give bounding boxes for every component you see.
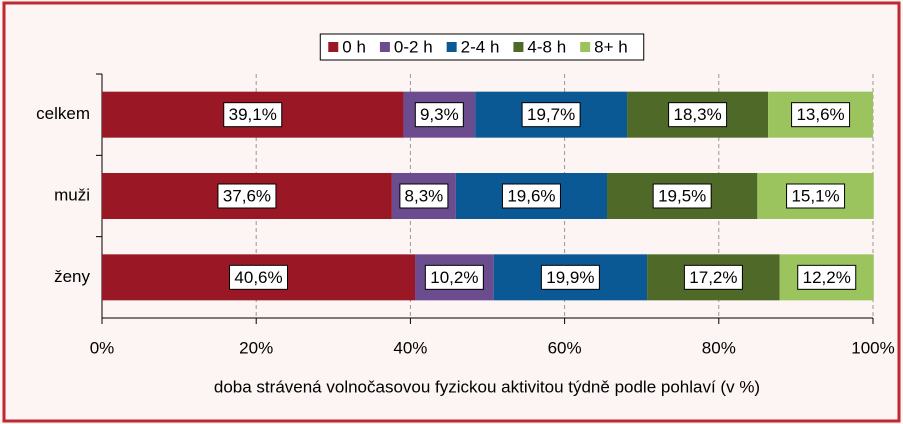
data-label-box [399, 183, 449, 209]
data-label-box [540, 264, 600, 290]
x-axis-label: doba strávená volnočasovou fyzickou akti… [214, 377, 760, 396]
data-label-box [223, 102, 283, 128]
x-tick-label: 100% [851, 338, 894, 357]
x-tick-label: 60% [548, 338, 582, 357]
data-label-box [414, 102, 464, 128]
data-label: 9,3% [420, 105, 459, 124]
x-tick-label: 20% [239, 338, 273, 357]
data-label: 10,2% [430, 268, 478, 287]
data-label: 18,3% [673, 105, 721, 124]
legend-swatch [446, 42, 457, 52]
data-label-box [501, 183, 561, 209]
data-label: 40,6% [234, 268, 282, 287]
data-label-box [683, 264, 743, 290]
legend-label: 0 h [342, 37, 366, 56]
legend-label: 0-2 h [394, 37, 433, 56]
data-label-box [521, 102, 581, 128]
data-label-box [424, 264, 484, 290]
data-label: 15,1% [791, 186, 839, 205]
data-label: 12,2% [803, 268, 851, 287]
legend-swatch [580, 42, 591, 52]
data-label: 39,1% [229, 105, 277, 124]
data-label: 19,9% [546, 268, 594, 287]
data-label-box [791, 102, 851, 128]
legend-swatch [513, 42, 524, 52]
data-label-box [668, 102, 728, 128]
data-label: 8,3% [405, 186, 444, 205]
x-tick-label: 80% [702, 338, 736, 357]
data-label: 19,7% [527, 105, 575, 124]
data-label-box [217, 183, 277, 209]
data-label-box [797, 264, 857, 290]
data-label: 13,6% [796, 105, 844, 124]
data-label: 19,6% [507, 186, 555, 205]
x-tick-label: 0% [90, 338, 115, 357]
x-tick-label: 40% [393, 338, 427, 357]
data-label: 19,5% [658, 186, 706, 205]
data-label-box [229, 264, 289, 290]
y-tick-label: celkem [36, 104, 90, 123]
data-label-box [652, 183, 712, 209]
y-tick-label: muži [54, 185, 90, 204]
legend-label: 2-4 h [461, 37, 500, 56]
legend-label: 4-8 h [527, 37, 566, 56]
legend-label: 8+ h [594, 37, 628, 56]
data-label: 37,6% [223, 186, 271, 205]
data-label: 17,2% [689, 268, 737, 287]
data-label-box [786, 183, 846, 209]
legend-swatch [379, 42, 390, 52]
y-tick-label: ženy [54, 267, 90, 286]
legend-swatch [328, 42, 339, 52]
